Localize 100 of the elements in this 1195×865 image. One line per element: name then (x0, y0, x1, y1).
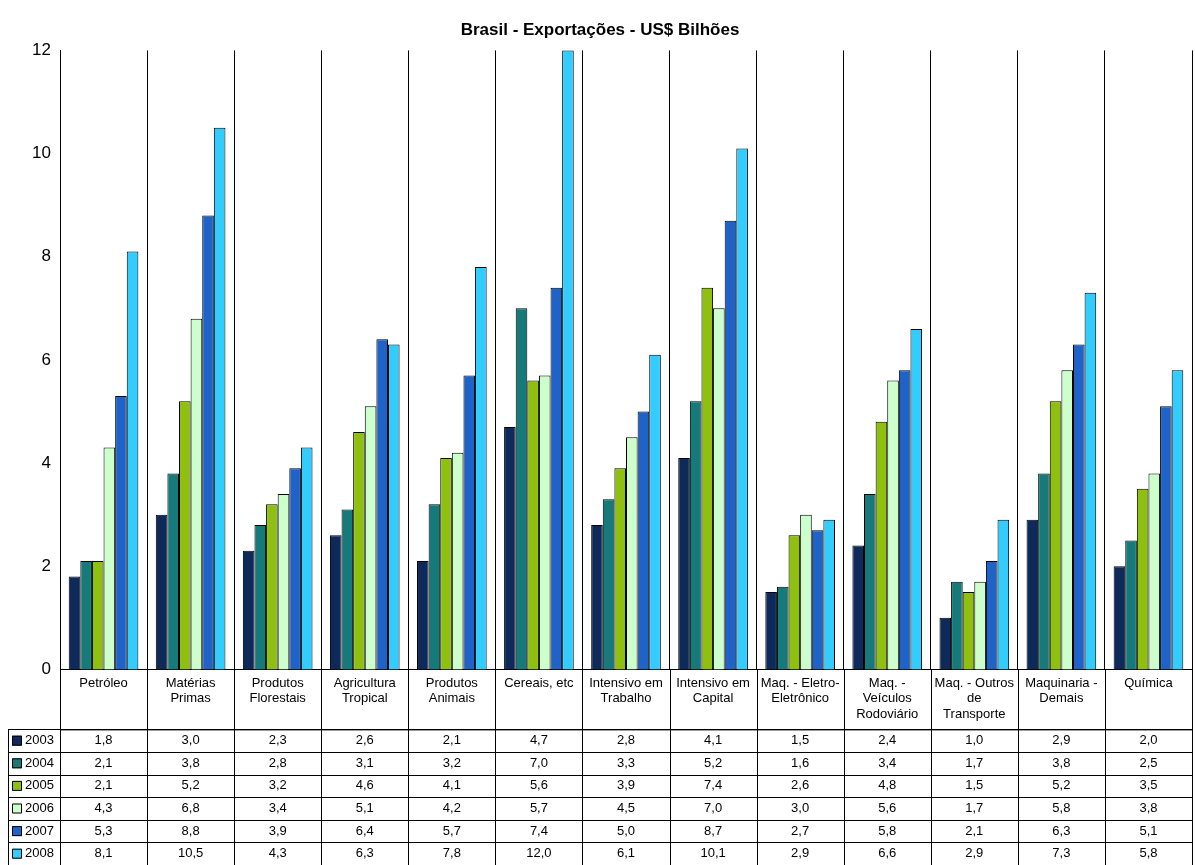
legend-label: 2007 (25, 822, 54, 838)
data-label: 1,5 (791, 732, 810, 748)
data-label: 4,8 (878, 777, 897, 793)
data-label: 7,0 (529, 754, 548, 770)
x-tick-label: Produtos Animais (425, 674, 479, 706)
data-label: 7,3 (1052, 845, 1071, 861)
data-label: 2,6 (355, 732, 374, 748)
data-label: 5,8 (1052, 800, 1071, 816)
data-label: 10,1 (700, 845, 726, 861)
x-tick-label: Matérias Primas (165, 674, 217, 706)
y-tick-label: 8 (41, 246, 51, 266)
data-label: 3,4 (878, 754, 897, 770)
data-label: 7,8 (442, 845, 461, 861)
data-label: 8,8 (181, 822, 200, 838)
data-label: 5,2 (1052, 777, 1071, 793)
y-tick-label: 6 (41, 349, 51, 369)
data-label: 3,3 (616, 754, 636, 770)
data-label: 1,8 (94, 732, 113, 748)
data-label: 6,3 (1052, 822, 1071, 838)
y-tick-label: 4 (41, 452, 51, 472)
data-label: 2,1 (442, 732, 461, 748)
data-label: 2,8 (268, 754, 287, 770)
x-tick-label: Maquinaria - Demais (1025, 674, 1098, 706)
x-tick-label: Produtos Florestais (249, 674, 307, 706)
data-label: 2,3 (268, 732, 287, 748)
data-label: 5,8 (878, 822, 897, 838)
x-tick-label: Maq. - Outros de Transporte (934, 674, 1015, 721)
data-label: 3,9 (268, 822, 287, 838)
data-label: 2,1 (965, 822, 984, 838)
data-label: 5,7 (529, 800, 548, 816)
data-label: 2,8 (616, 732, 636, 748)
x-tick-label: Petróleo (79, 674, 128, 690)
data-label: 6,3 (355, 845, 374, 861)
data-label: 7,4 (529, 822, 548, 838)
data-label: 2,5 (1139, 754, 1158, 770)
data-label: 8,7 (704, 822, 723, 838)
y-tick-label: 2 (41, 555, 51, 575)
data-label: 5,1 (1139, 822, 1158, 838)
x-tick-label: Maq. - Veículos Rodoviário (856, 674, 919, 721)
data-label: 3,9 (616, 777, 636, 793)
data-label: 10,5 (177, 845, 204, 861)
data-label: 4,1 (704, 732, 723, 748)
data-label: 4,3 (94, 800, 113, 816)
data-label: 2,1 (94, 754, 113, 770)
chart-title: Brasil - Exportações - US$ Bilhões (460, 19, 740, 39)
x-tick-label: Agricultura Tropical (333, 674, 397, 706)
data-label: 3,0 (181, 732, 200, 748)
data-label: 3,2 (442, 754, 461, 770)
data-label: 7,4 (704, 777, 723, 793)
data-label: 4,1 (442, 777, 461, 793)
data-label: 3,2 (268, 777, 287, 793)
y-tick-label: 0 (41, 659, 51, 679)
data-label: 3,5 (1139, 777, 1158, 793)
data-label: 8,1 (94, 845, 113, 861)
data-label: 3,8 (181, 754, 200, 770)
y-tick-label: 12 (32, 40, 51, 60)
data-label: 6,8 (181, 800, 200, 816)
data-label: 5,0 (616, 822, 636, 838)
data-label: 6,1 (616, 845, 636, 861)
x-tick-label: Maq. - Eletro-Eletrônico (760, 674, 840, 706)
x-tick-label: Cereais, etc (504, 674, 575, 690)
x-tick-label: Intensivo em Capital (676, 674, 750, 706)
data-label: 1,0 (965, 732, 984, 748)
data-label: 4,3 (268, 845, 287, 861)
data-label: 2,7 (791, 822, 810, 838)
data-label: 2,9 (965, 845, 984, 861)
data-label: 6,6 (878, 845, 897, 861)
y-tick-label: 10 (32, 143, 51, 163)
data-label: 5,6 (878, 800, 897, 816)
data-label: 12,0 (526, 845, 552, 861)
data-label: 1,7 (965, 754, 984, 770)
data-label: 4,5 (616, 800, 636, 816)
legend-label: 2008 (25, 845, 54, 861)
x-tick-label: Química (1124, 674, 1174, 690)
data-label: 6,4 (355, 822, 374, 838)
data-label: 3,4 (268, 800, 287, 816)
data-label: 5,7 (442, 822, 461, 838)
data-label: 5,3 (94, 822, 113, 838)
data-label: 3,0 (791, 800, 810, 816)
x-tick-label: Intensivo em Trabalho (589, 674, 663, 706)
data-label: 5,2 (704, 754, 723, 770)
legend-label: 2005 (25, 777, 54, 793)
data-label: 4,6 (355, 777, 374, 793)
data-label: 5,6 (529, 777, 548, 793)
data-label: 3,8 (1139, 800, 1158, 816)
data-label: 2,9 (1052, 732, 1071, 748)
data-label: 4,2 (442, 800, 461, 816)
data-label: 1,5 (965, 777, 984, 793)
data-label: 3,1 (355, 754, 374, 770)
data-label: 2,1 (94, 777, 113, 793)
data-label: 1,6 (791, 754, 810, 770)
data-label: 3,8 (1052, 754, 1071, 770)
data-label: 2,4 (878, 732, 897, 748)
data-label: 2,0 (1139, 732, 1158, 748)
data-label: 5,8 (1139, 845, 1158, 861)
data-label: 7,0 (704, 800, 723, 816)
legend-label: 2004 (25, 754, 54, 770)
data-label: 2,9 (791, 845, 810, 861)
data-label: 2,6 (791, 777, 810, 793)
legend-label: 2003 (25, 732, 54, 748)
